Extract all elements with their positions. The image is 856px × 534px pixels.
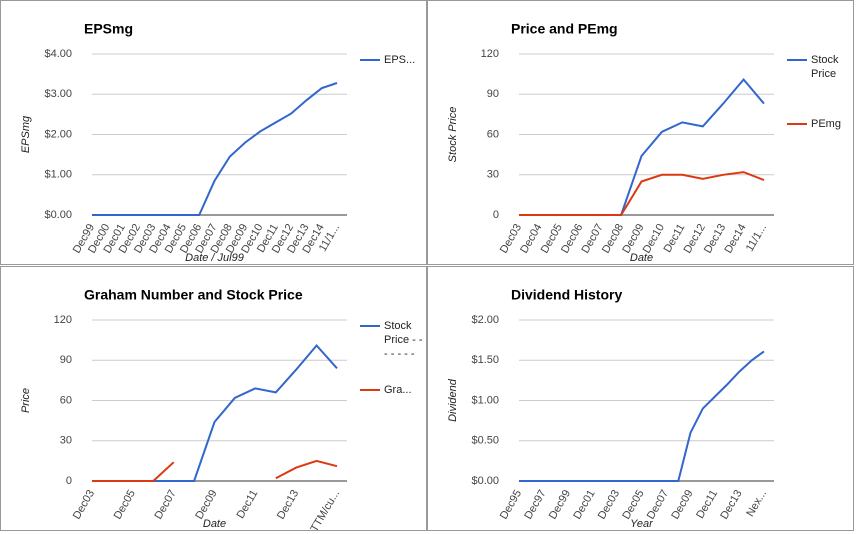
series-line bbox=[519, 350, 765, 482]
y-tick-label: 0 bbox=[66, 475, 72, 487]
chart-title: Price and PEmg bbox=[511, 21, 618, 37]
x-tick-label: 11/1... bbox=[744, 222, 769, 254]
x-tick-label: Dec13 bbox=[275, 488, 301, 522]
panel-border bbox=[0, 0, 427, 265]
x-tick-label: Dec11 bbox=[694, 488, 720, 521]
series-line bbox=[519, 77, 765, 216]
y-tick-label: 60 bbox=[487, 128, 499, 140]
x-tick-label: Dec11 bbox=[235, 488, 261, 521]
series-line bbox=[92, 459, 338, 482]
y-tick-label: $2.00 bbox=[471, 314, 499, 326]
chart-panel: EPSmg EPSmg Date / Jul99 $0.00 $1.00 $2.00 $3.… bbox=[0, 0, 427, 265]
y-tick-label: $0.00 bbox=[471, 475, 499, 487]
y-tick-label: 60 bbox=[60, 394, 72, 406]
legend-label: PEmg bbox=[811, 118, 841, 130]
x-axis-title: Date bbox=[630, 252, 653, 264]
y-tick-label: 30 bbox=[60, 435, 72, 447]
y-tick-label: $4.00 bbox=[44, 48, 72, 60]
legend-label: Stock Price bbox=[811, 54, 839, 80]
x-tick-label: Dec95 bbox=[498, 488, 524, 522]
chart-panel: Dividend History Dividend Year $0.00 $0.50 $1… bbox=[427, 266, 854, 531]
x-tick-label: Dec05 bbox=[112, 488, 138, 522]
chart-title: Graham Number and Stock Price bbox=[84, 287, 303, 303]
x-tick-label: Dec09 bbox=[669, 488, 695, 522]
x-axis-title: Date / Jul99 bbox=[185, 252, 244, 264]
legend-item: PEmg bbox=[811, 118, 841, 130]
x-tick-label: TTM/cu... bbox=[308, 488, 342, 534]
legend-label: Stock Price - - - - - - - bbox=[384, 320, 423, 360]
legend-label: EPS... bbox=[384, 54, 416, 66]
chart-panel: Graham Number and Stock Price Price Date 0 3… bbox=[0, 266, 427, 534]
y-tick-label: $1.00 bbox=[471, 394, 499, 406]
series-line bbox=[92, 82, 338, 216]
y-tick-label: 0 bbox=[493, 209, 499, 221]
x-tick-label: Nex... bbox=[744, 488, 769, 519]
legend-item: Gra... bbox=[384, 384, 412, 396]
x-tick-label: Dec13 bbox=[718, 488, 744, 522]
x-tick-label: Dec03 bbox=[71, 488, 97, 522]
x-tick-label: Dec97 bbox=[522, 488, 548, 522]
y-tick-label: $1.50 bbox=[471, 354, 499, 366]
y-tick-label: 120 bbox=[481, 48, 499, 60]
y-tick-label: $0.50 bbox=[471, 435, 499, 447]
x-tick-label: Dec09 bbox=[193, 488, 219, 522]
x-axis-title: Date bbox=[203, 518, 226, 530]
y-axis-title: Price bbox=[20, 388, 32, 413]
x-tick-label: Dec99 bbox=[547, 488, 573, 522]
x-tick-label: Dec01 bbox=[571, 488, 597, 522]
x-tick-label: Dec07 bbox=[645, 488, 671, 522]
series-line bbox=[519, 171, 765, 216]
chart-title: Dividend History bbox=[511, 287, 622, 303]
chart-title: EPSmg bbox=[84, 21, 133, 37]
panel-border bbox=[427, 266, 854, 531]
y-tick-label: $0.00 bbox=[44, 209, 72, 221]
legend-item: Stock Price - - - - - - - bbox=[384, 320, 423, 360]
y-axis-title: EPSmg bbox=[20, 115, 32, 153]
legend-item: Stock Price bbox=[811, 54, 839, 80]
y-tick-label: 120 bbox=[54, 314, 72, 326]
y-tick-label: 30 bbox=[487, 169, 499, 181]
panel-border bbox=[427, 0, 854, 265]
legend-label: Gra... bbox=[384, 384, 412, 396]
legend-item: EPS... bbox=[384, 54, 416, 66]
y-tick-label: 90 bbox=[487, 88, 499, 100]
panel-border bbox=[0, 266, 427, 531]
y-axis-title: Dividend bbox=[447, 378, 459, 422]
x-tick-label: Dec07 bbox=[152, 488, 178, 522]
x-tick-label: Dec03 bbox=[596, 488, 622, 522]
y-tick-label: $1.00 bbox=[44, 169, 72, 181]
y-tick-label: $2.00 bbox=[44, 128, 72, 140]
y-tick-label: 90 bbox=[60, 354, 72, 366]
series-line bbox=[92, 343, 338, 482]
x-tick-label: Dec05 bbox=[620, 488, 646, 522]
y-axis-title: Stock Price bbox=[447, 107, 459, 163]
x-axis-title: Year bbox=[630, 518, 654, 530]
y-tick-label: $3.00 bbox=[44, 88, 72, 100]
